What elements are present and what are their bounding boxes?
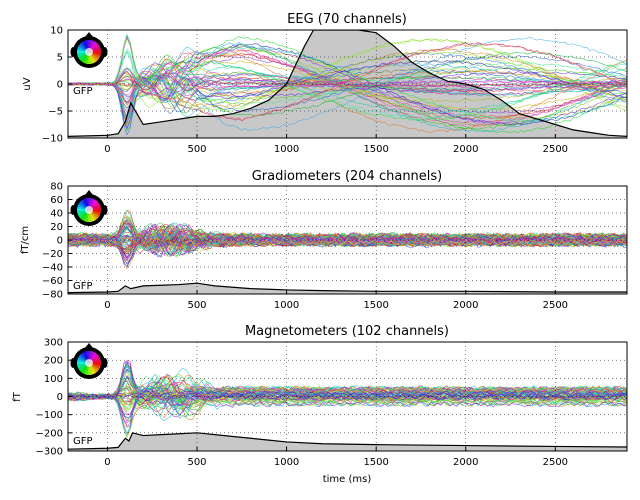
channel-trace <box>68 44 627 130</box>
y-tick-label: 80 <box>50 182 63 193</box>
channel-trace <box>68 70 627 102</box>
channel-trace <box>68 362 627 402</box>
gfp-line <box>68 432 627 450</box>
x-tick-label: 2500 <box>543 300 568 311</box>
eeg-title: EEG (70 channels) <box>287 12 407 27</box>
gradiometers-panel: Gradiometers (204 channels) fT/cm GFP 0 5… <box>20 169 628 311</box>
y-tick-label: 60 <box>50 195 63 206</box>
y-tick-label: −5 <box>48 107 63 118</box>
y-tick-label: 5 <box>57 53 63 64</box>
y-tick-label: 20 <box>50 222 63 233</box>
channel-trace <box>68 364 627 417</box>
plot-area <box>68 30 627 138</box>
channel-trace <box>68 33 627 121</box>
x-tick-label: 1000 <box>274 300 299 311</box>
channel-trace <box>68 45 627 122</box>
channel-trace <box>68 385 627 402</box>
y-tick-label: −60 <box>42 276 63 287</box>
plot-area <box>68 359 627 451</box>
y-tick-label: 100 <box>44 374 63 385</box>
channel-trace <box>68 67 627 106</box>
channel-trace <box>68 51 627 107</box>
channel-trace <box>68 59 627 130</box>
sensor-topomap-icon <box>70 190 108 226</box>
channel-trace <box>68 379 627 422</box>
y-tick-label: 10 <box>50 26 63 37</box>
gfp-line <box>68 30 627 137</box>
channel-trace <box>68 69 627 124</box>
x-tick-label: 2000 <box>453 457 478 468</box>
x-tick-label: 1000 <box>274 457 299 468</box>
x-tick-label: 1500 <box>363 300 388 311</box>
x-tick-label: 500 <box>187 457 206 468</box>
sensor-topomap-icon <box>70 32 108 68</box>
x-tick-label: 2000 <box>453 300 478 311</box>
y-tick-label: −20 <box>42 249 63 260</box>
eeg-y-axis-label: uV <box>22 77 33 90</box>
channel-trace <box>68 216 627 248</box>
y-tick-label: 0 <box>57 80 63 91</box>
y-tick-label: 0 <box>57 236 63 247</box>
channel-trace <box>68 390 627 402</box>
magnetometers-title: Magnetometers (102 channels) <box>245 324 449 339</box>
x-tick-label: 0 <box>104 457 110 468</box>
gfp-area <box>68 432 627 451</box>
channel-trace <box>68 387 627 418</box>
gradiometers-y-axis-label: fT/cm <box>20 226 31 254</box>
y-tick-label: −40 <box>42 263 63 274</box>
channel-trace <box>68 236 627 250</box>
eeg-panel: EEG (70 channels) uV GFP 0 500 1000 1500 200… <box>22 12 628 155</box>
y-tick-label: 0 <box>57 392 63 403</box>
channel-trace <box>68 374 627 402</box>
gradiometers-title: Gradiometers (204 channels) <box>252 169 443 184</box>
channel-trace <box>68 38 627 120</box>
channel-trace <box>68 385 627 434</box>
y-tick-label: −300 <box>36 447 63 458</box>
channel-trace <box>68 225 627 253</box>
channel-trace <box>68 37 627 89</box>
channel-trace <box>68 221 627 253</box>
x-axis-label: time (ms) <box>323 474 372 485</box>
sensor-topomap-icon <box>70 343 108 379</box>
y-tick-label: −200 <box>36 428 63 439</box>
x-tick-label: 1000 <box>274 144 299 155</box>
y-tick-label: −10 <box>42 134 63 145</box>
channel-trace <box>68 37 627 131</box>
x-tick-label: 0 <box>104 300 110 311</box>
gradiometers-gfp-label: GFP <box>73 281 93 292</box>
channel-trace <box>68 218 627 256</box>
channel-trace <box>68 72 627 97</box>
gfp-area <box>68 283 627 294</box>
y-tick-label: −80 <box>42 290 63 301</box>
x-tick-label: 2000 <box>453 144 478 155</box>
y-tick-label: 300 <box>44 338 63 349</box>
x-tick-label: 500 <box>187 300 206 311</box>
magnetometers-y-axis-label: fT <box>12 391 23 402</box>
magnetometers-gfp-label: GFP <box>73 436 93 447</box>
y-tick-label: 40 <box>50 209 63 220</box>
plot-area <box>68 209 627 294</box>
channel-trace <box>68 74 627 92</box>
x-tick-label: 2500 <box>543 144 568 155</box>
channel-trace <box>68 392 627 409</box>
x-tick-label: 1500 <box>363 144 388 155</box>
y-tick-label: 200 <box>44 356 63 367</box>
channel-trace <box>68 51 627 106</box>
x-tick-label: 500 <box>187 144 206 155</box>
channel-trace <box>68 360 627 405</box>
y-tick-label: −100 <box>36 410 63 421</box>
magnetometers-panel: Magnetometers (102 channels) fT GFP time… <box>12 324 628 485</box>
x-tick-label: 0 <box>104 144 110 155</box>
x-tick-label: 2500 <box>543 457 568 468</box>
x-tick-label: 1500 <box>363 457 388 468</box>
eeg-gfp-label: GFP <box>73 86 93 97</box>
